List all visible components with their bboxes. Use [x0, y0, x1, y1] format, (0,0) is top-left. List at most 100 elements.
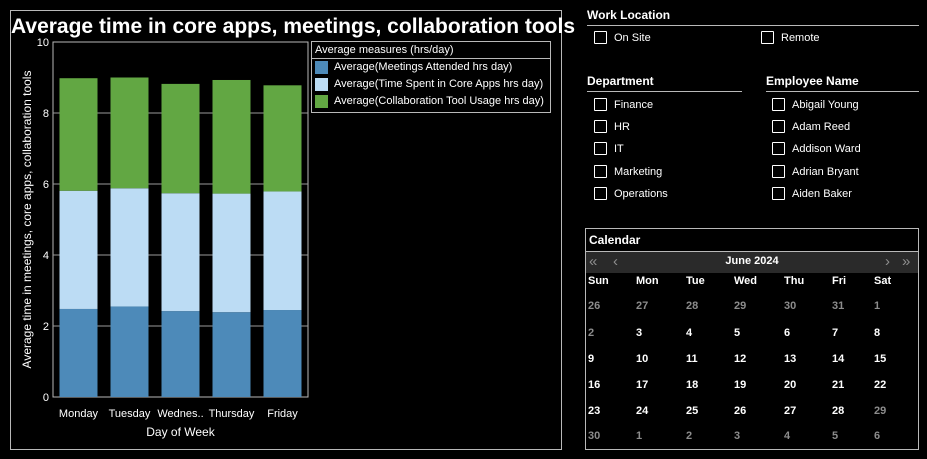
legend-label: Average(Time Spent in Core Apps hrs day) — [334, 78, 544, 90]
calendar-day[interactable]: 8 — [874, 327, 881, 339]
bar-segment — [110, 77, 149, 189]
calendar-day[interactable]: 19 — [734, 379, 747, 391]
calendar-day[interactable]: 6 — [784, 327, 791, 339]
employee-aiden-baker-checkbox[interactable]: Aiden Baker — [772, 185, 852, 203]
weekday-header: Fri — [832, 275, 847, 287]
work-location-on-site-checkbox[interactable]: On Site — [594, 29, 651, 47]
calendar-day[interactable]: 4 — [686, 327, 693, 339]
legend-item-meetings[interactable]: Average(Meetings Attended hrs day) — [312, 59, 550, 76]
calendar-day[interactable]: 14 — [832, 353, 845, 365]
y-axis-label: Average time in meetings, core apps, col… — [20, 71, 34, 369]
x-tick-label: Friday — [267, 408, 298, 420]
checkbox-box[interactable] — [594, 31, 607, 44]
bar-segment — [110, 306, 149, 397]
calendar-day[interactable]: 5 — [832, 430, 839, 442]
calendar-day[interactable]: 5 — [734, 327, 741, 339]
calendar-day[interactable]: 25 — [686, 405, 699, 417]
calendar-day[interactable]: 2 — [686, 430, 693, 442]
checkbox-label: HR — [614, 121, 630, 133]
employee-addison-ward-checkbox[interactable]: Addison Ward — [772, 140, 861, 158]
calendar-day[interactable]: 11 — [686, 353, 698, 365]
checkbox-label: On Site — [614, 32, 651, 44]
calendar-day[interactable]: 23 — [588, 405, 601, 417]
bar-segment — [161, 193, 200, 312]
calendar-day[interactable]: 16 — [588, 379, 601, 391]
calendar-day[interactable]: 27 — [784, 405, 797, 417]
calendar-day[interactable]: 13 — [784, 353, 797, 365]
calendar-day[interactable]: 24 — [636, 405, 649, 417]
y-tick-label: 6 — [43, 179, 49, 191]
department-it-checkbox[interactable]: IT — [594, 140, 624, 158]
checkbox-box[interactable] — [594, 165, 607, 178]
calendar-day[interactable]: 20 — [784, 379, 797, 391]
weekday-header: Mon — [636, 275, 659, 287]
calendar-day[interactable]: 6 — [874, 430, 881, 442]
department-heading: Department — [587, 74, 742, 92]
calendar-day[interactable]: 15 — [874, 353, 887, 365]
employee-abigail-young-checkbox[interactable]: Abigail Young — [772, 96, 859, 114]
bar-segment — [161, 83, 200, 194]
calendar-day[interactable]: 30 — [588, 430, 601, 442]
legend-item-core-apps[interactable]: Average(Time Spent in Core Apps hrs day) — [312, 76, 550, 93]
calendar-day[interactable]: 7 — [832, 327, 839, 339]
calendar-day[interactable]: 3 — [636, 327, 643, 339]
x-tick-label: Thursday — [209, 408, 255, 420]
prev-month-icon[interactable]: ‹ — [613, 253, 618, 270]
calendar-day[interactable]: 28 — [686, 300, 699, 312]
calendar-day[interactable]: 26 — [588, 300, 601, 312]
department-finance-checkbox[interactable]: Finance — [594, 96, 653, 114]
x-tick-label: Tuesday — [109, 408, 151, 420]
calendar-day[interactable]: 1 — [874, 300, 881, 312]
weekday-header: Sun — [588, 275, 609, 287]
checkbox-box[interactable] — [761, 31, 774, 44]
prev-year-icon[interactable]: « — [589, 253, 598, 270]
calendar-day[interactable]: 29 — [874, 405, 887, 417]
legend-swatch — [315, 61, 328, 74]
checkbox-box[interactable] — [772, 98, 785, 111]
calendar-day[interactable]: 29 — [734, 300, 747, 312]
checkbox-box[interactable] — [772, 120, 785, 133]
calendar-day[interactable]: 26 — [734, 405, 747, 417]
calendar-day[interactable]: 30 — [784, 300, 797, 312]
checkbox-box[interactable] — [594, 98, 607, 111]
legend-swatch — [315, 78, 328, 91]
calendar-day[interactable]: 4 — [784, 430, 791, 442]
calendar-day[interactable]: 2 — [588, 327, 595, 339]
y-tick-label: 10 — [37, 37, 49, 49]
calendar-day[interactable]: 31 — [832, 300, 845, 312]
calendar-day[interactable]: 17 — [636, 379, 649, 391]
checkbox-label: Operations — [614, 188, 668, 200]
legend-item-collaboration[interactable]: Average(Collaboration Tool Usage hrs day… — [312, 93, 550, 110]
department-hr-checkbox[interactable]: HR — [594, 118, 630, 136]
department-marketing-checkbox[interactable]: Marketing — [594, 163, 662, 181]
calendar-day[interactable]: 27 — [636, 300, 649, 312]
calendar-day[interactable]: 3 — [734, 430, 741, 442]
bar-segment — [212, 312, 251, 397]
calendar-day[interactable]: 1 — [636, 430, 643, 442]
calendar-day[interactable]: 10 — [636, 353, 649, 365]
y-tick-label: 4 — [43, 250, 49, 262]
checkbox-box[interactable] — [594, 142, 607, 155]
calendar-day[interactable]: 12 — [734, 353, 747, 365]
calendar-day[interactable]: 18 — [686, 379, 699, 391]
department-operations-checkbox[interactable]: Operations — [594, 185, 668, 203]
employee-adam-reed-checkbox[interactable]: Adam Reed — [772, 118, 850, 136]
x-tick-label: Wednes.. — [157, 408, 203, 420]
checkbox-box[interactable] — [594, 187, 607, 200]
calendar-day[interactable]: 21 — [832, 379, 845, 391]
bar-segment — [212, 79, 251, 194]
next-month-icon[interactable]: › — [885, 253, 890, 270]
calendar-day[interactable]: 22 — [874, 379, 887, 391]
checkbox-box[interactable] — [772, 142, 785, 155]
checkbox-box[interactable] — [594, 120, 607, 133]
work-location-remote-checkbox[interactable]: Remote — [761, 29, 820, 47]
next-year-icon[interactable]: » — [902, 253, 911, 270]
bar-segment — [59, 308, 98, 397]
calendar-day[interactable]: 28 — [832, 405, 845, 417]
checkbox-box[interactable] — [772, 165, 785, 178]
bar-segment — [263, 85, 302, 192]
checkbox-box[interactable] — [772, 187, 785, 200]
checkbox-label: Remote — [781, 32, 820, 44]
employee-adrian-bryant-checkbox[interactable]: Adrian Bryant — [772, 163, 859, 181]
calendar-day[interactable]: 9 — [588, 353, 595, 365]
